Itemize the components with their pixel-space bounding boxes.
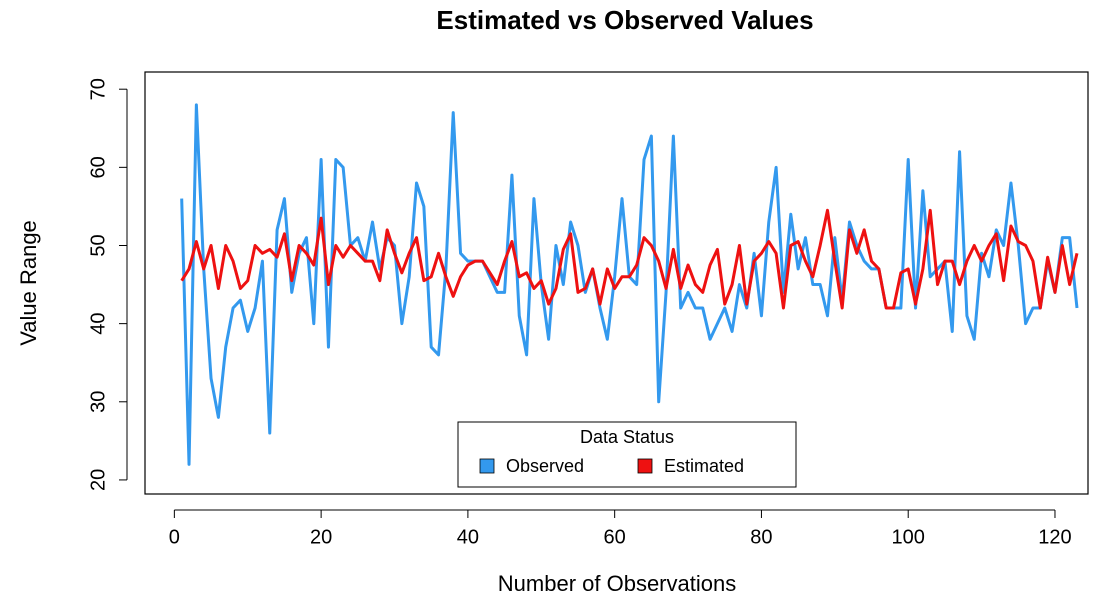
x-tick-label: 60 — [604, 526, 626, 548]
y-tick-label: 70 — [87, 78, 109, 100]
x-axis-label: Number of Observations — [498, 571, 736, 596]
x-tick-label: 120 — [1038, 526, 1071, 548]
x-tick-label: 0 — [169, 526, 180, 548]
y-tick-label: 50 — [87, 234, 109, 256]
y-axis-label: Value Range — [16, 220, 41, 346]
x-tick-label: 20 — [310, 526, 332, 548]
y-tick-label: 20 — [87, 469, 109, 491]
x-tick-label: 40 — [457, 526, 479, 548]
chart-title: Estimated vs Observed Values — [436, 5, 813, 35]
data-line — [180, 208, 1079, 310]
legend-swatch — [479, 458, 495, 474]
y-tick-label: 40 — [87, 313, 109, 335]
y-tick-label: 30 — [87, 391, 109, 413]
x-tick-label: 80 — [750, 526, 772, 548]
x-tick-label: 100 — [892, 526, 925, 548]
plot-frame — [144, 71, 1089, 495]
legend-label: Observed — [506, 456, 584, 476]
legend-swatch — [637, 458, 653, 474]
y-tick-label: 60 — [87, 156, 109, 178]
legend-title: Data Status — [580, 427, 674, 447]
legend-box — [457, 421, 797, 488]
data-line — [180, 103, 1079, 466]
legend-label: Estimated — [664, 456, 744, 476]
